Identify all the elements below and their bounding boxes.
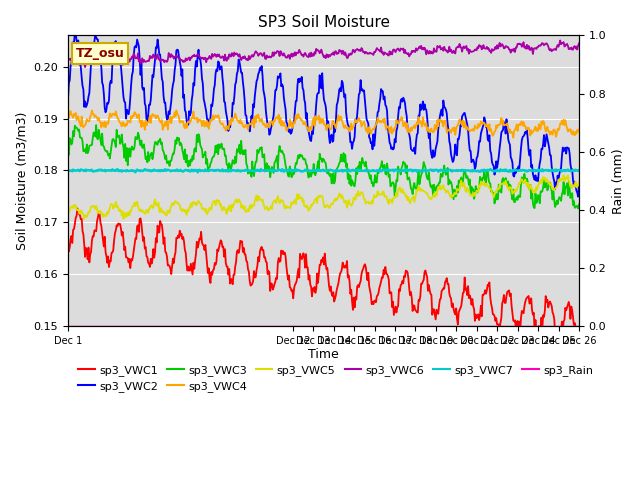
sp3_VWC3 [156, 139, 163, 144]
sp3_VWC6 [406, 51, 414, 57]
sp3_VWC6 [296, 49, 304, 55]
sp3_VWC3 [92, 122, 100, 128]
sp3_VWC2 [64, 96, 72, 102]
sp3_VWC4 [575, 127, 583, 132]
sp3_VWC2 [71, 29, 79, 35]
Line: sp3_VWC5: sp3_VWC5 [68, 175, 579, 219]
sp3_VWC5 [156, 208, 163, 214]
sp3_VWC1 [450, 306, 458, 312]
sp3_VWC4 [366, 127, 374, 132]
sp3_VWC6 [556, 37, 564, 43]
sp3_Rain [295, 323, 303, 329]
Line: sp3_VWC1: sp3_VWC1 [68, 208, 579, 340]
sp3_VWC4 [296, 115, 304, 120]
sp3_VWC4 [406, 129, 414, 135]
sp3_VWC7 [196, 168, 204, 174]
sp3_VWC1 [296, 251, 304, 257]
sp3_Rain [155, 323, 163, 329]
sp3_VWC1 [74, 205, 81, 211]
sp3_VWC6 [156, 56, 163, 62]
sp3_VWC7 [407, 168, 415, 173]
sp3_VWC6 [81, 64, 89, 70]
Line: sp3_VWC3: sp3_VWC3 [68, 125, 579, 208]
sp3_VWC1 [406, 292, 414, 298]
sp3_VWC3 [196, 142, 204, 148]
sp3_VWC7 [257, 166, 265, 172]
sp3_VWC6 [450, 48, 458, 54]
sp3_VWC3 [366, 176, 374, 181]
sp3_VWC7 [64, 168, 72, 173]
sp3_VWC2 [575, 180, 583, 186]
Text: TZ_osu: TZ_osu [76, 47, 124, 60]
sp3_VWC4 [64, 113, 72, 119]
sp3_VWC6 [64, 56, 72, 61]
sp3_Rain [64, 323, 72, 329]
sp3_VWC4 [450, 128, 458, 134]
sp3_VWC5 [406, 200, 414, 206]
sp3_VWC6 [575, 40, 583, 46]
sp3_VWC6 [196, 55, 204, 60]
sp3_Rain [196, 323, 204, 329]
X-axis label: Time: Time [308, 348, 339, 360]
sp3_VWC4 [196, 117, 204, 123]
sp3_Rain [405, 323, 413, 329]
Title: SP3 Soil Moisture: SP3 Soil Moisture [257, 15, 390, 30]
sp3_VWC3 [296, 152, 304, 157]
Y-axis label: Soil Moisture (m3/m3): Soil Moisture (m3/m3) [15, 112, 28, 250]
Legend: sp3_VWC1, sp3_VWC2, sp3_VWC3, sp3_VWC4, sp3_VWC5, sp3_VWC6, sp3_VWC7, sp3_Rain: sp3_VWC1, sp3_VWC2, sp3_VWC3, sp3_VWC4, … [74, 360, 598, 396]
sp3_VWC2 [156, 51, 163, 57]
sp3_VWC2 [450, 157, 458, 163]
Line: sp3_VWC7: sp3_VWC7 [68, 169, 579, 172]
sp3_VWC2 [574, 194, 582, 200]
sp3_VWC2 [296, 76, 304, 82]
sp3_VWC3 [574, 205, 582, 211]
sp3_Rain [575, 323, 583, 329]
sp3_VWC2 [196, 56, 204, 62]
sp3_VWC5 [450, 193, 458, 199]
sp3_VWC3 [575, 202, 583, 207]
sp3_VWC1 [575, 335, 583, 340]
sp3_VWC7 [194, 169, 202, 175]
sp3_VWC4 [88, 108, 96, 113]
sp3_VWC5 [560, 172, 568, 178]
sp3_VWC3 [406, 180, 414, 185]
sp3_VWC1 [366, 288, 374, 293]
sp3_VWC4 [156, 117, 163, 123]
Y-axis label: Rain (mm): Rain (mm) [612, 148, 625, 214]
sp3_VWC7 [297, 168, 305, 174]
Line: sp3_VWC2: sp3_VWC2 [68, 32, 579, 197]
sp3_VWC7 [451, 168, 458, 174]
sp3_VWC5 [196, 201, 204, 207]
sp3_VWC5 [366, 200, 374, 206]
Line: sp3_VWC4: sp3_VWC4 [68, 110, 579, 138]
sp3_VWC6 [366, 50, 374, 56]
sp3_VWC1 [64, 243, 72, 249]
sp3_VWC5 [64, 210, 72, 216]
sp3_Rain [449, 323, 456, 329]
sp3_VWC3 [450, 196, 458, 202]
sp3_Rain [365, 323, 373, 329]
sp3_VWC5 [575, 179, 583, 185]
sp3_VWC1 [156, 229, 163, 235]
sp3_VWC4 [509, 135, 517, 141]
sp3_VWC5 [296, 195, 304, 201]
sp3_VWC7 [155, 168, 163, 174]
sp3_VWC2 [366, 136, 374, 142]
Line: sp3_VWC6: sp3_VWC6 [68, 40, 579, 67]
sp3_VWC7 [367, 168, 374, 174]
sp3_VWC7 [575, 168, 583, 173]
sp3_VWC1 [196, 237, 204, 242]
sp3_VWC5 [120, 216, 127, 222]
sp3_VWC1 [574, 337, 582, 343]
sp3_VWC2 [406, 136, 414, 142]
sp3_VWC3 [64, 149, 72, 155]
